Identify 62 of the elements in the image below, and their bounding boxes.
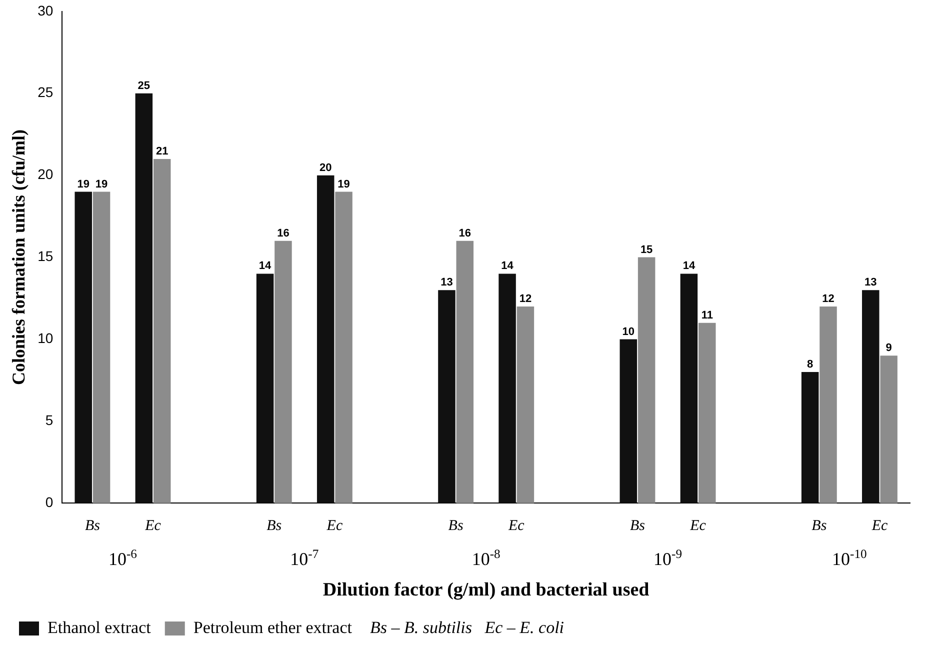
bar [153,158,171,504]
bar [256,274,274,504]
data-label: 20 [319,162,332,174]
x-tick-label: Bs [630,518,646,534]
data-label: 14 [258,260,272,272]
x-tick-label: Ec [870,518,888,534]
bar [516,306,534,504]
data-label: 19 [95,178,108,190]
bar [801,372,819,504]
data-label: 13 [864,276,877,289]
y-tick-label: 10 [38,330,54,346]
bar [880,356,898,504]
data-label: 14 [501,260,514,272]
y-tick-label: 5 [45,412,54,428]
bar [274,240,292,504]
x-tick-label: Bs [84,518,100,534]
bar [620,339,638,504]
data-label: 12 [822,293,834,306]
bar [438,290,456,504]
legend-label: Petroleum ether extract [193,618,352,637]
x-tick-label: Ec [689,518,706,534]
bar [862,290,880,504]
data-label: 12 [519,293,532,306]
data-label: 9 [886,342,892,354]
data-label: 25 [138,80,150,92]
data-label: 8 [807,358,814,371]
bar [92,192,110,504]
x-tick-label: Bs [812,518,827,534]
y-tick-label: 20 [38,166,54,182]
x-tick-label: Ec [507,518,525,534]
y-axis-title: Colonies formation units (cfu/ml) [8,130,28,386]
bar [135,93,153,504]
bar [638,257,656,504]
data-label: 14 [682,260,696,272]
data-label: 16 [458,227,472,240]
y-tick-label: 0 [45,494,54,510]
data-label: 15 [640,244,653,256]
x-tick-label: Bs [266,518,282,534]
data-label: 19 [338,178,350,190]
bar [498,274,516,504]
data-label: 11 [701,309,713,322]
data-label: 19 [77,178,90,190]
data-label: 13 [440,276,453,289]
text: Bs – B. subtilis Ec – E. coli [370,618,564,637]
data-label: 16 [277,227,290,240]
bar [820,306,837,504]
legend-label: Ethanol extract [48,618,152,637]
bar [456,240,474,504]
x-tick-label: Bs [448,518,464,534]
x-axis-title: Dilution factor (g/ml) and bacterial used [322,580,650,601]
bar [335,192,352,504]
data-label: 21 [156,145,168,158]
y-tick-label: 15 [38,248,54,264]
bar [698,322,716,504]
x-tick-label: Ec [326,518,343,534]
bar [316,175,334,504]
bar [680,274,698,504]
x-tick-label: Ec [144,518,162,534]
bar [74,192,92,504]
y-tick-label: 25 [38,84,54,100]
data-label: 10 [622,326,635,338]
y-tick-label: 30 [38,2,54,18]
